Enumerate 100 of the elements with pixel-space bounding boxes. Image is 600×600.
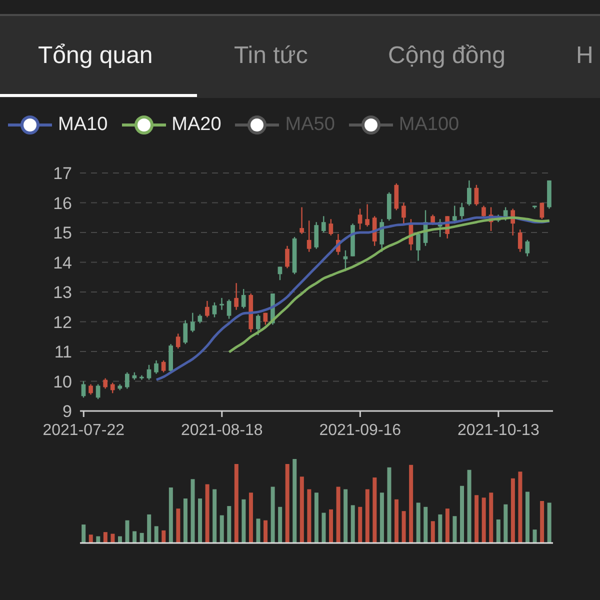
- bar: [525, 492, 530, 543]
- bar: [322, 512, 326, 543]
- candlestick: [300, 206, 304, 235]
- x-tick-label: 2021-08-18: [180, 422, 263, 439]
- candlestick: [365, 204, 370, 228]
- text: Cộng đồng: [388, 42, 506, 70]
- bar: [445, 508, 450, 543]
- candlestick: [190, 312, 195, 333]
- candlestick: [81, 380, 86, 398]
- x-tick-label: 2021-10-13: [458, 422, 540, 439]
- bar: [510, 478, 515, 543]
- bar: [198, 498, 202, 543]
- bar: [234, 464, 238, 543]
- y-tick-label: 17: [53, 164, 72, 184]
- y-tick-label: 16: [53, 194, 72, 213]
- bar: [438, 514, 442, 543]
- candlestick: [328, 218, 334, 236]
- bar: [140, 532, 144, 543]
- bar: [416, 502, 420, 543]
- x-tick-label: 2021-09-16: [319, 422, 402, 439]
- candlestick: [540, 202, 544, 220]
- candlestick: [220, 297, 224, 310]
- candlestick: [256, 314, 260, 336]
- bar: [314, 492, 318, 543]
- bar: [285, 464, 290, 543]
- candlestick: [380, 218, 384, 252]
- bar: [452, 516, 457, 543]
- y-tick-label: 13: [53, 283, 72, 302]
- legend-label: MA20: [172, 114, 222, 136]
- y-tick-label: 14: [53, 253, 72, 272]
- bar: [430, 521, 435, 543]
- candlestick: [482, 205, 486, 218]
- candlestick: [394, 182, 399, 211]
- candlestick: [321, 216, 326, 234]
- bar: [147, 514, 152, 543]
- bar: [176, 508, 180, 543]
- bar: [125, 520, 130, 543]
- bar: [380, 492, 384, 543]
- candlestick: [146, 364, 152, 380]
- bar: [329, 509, 334, 543]
- bar: [394, 499, 399, 543]
- bar: [518, 472, 522, 543]
- candlestick: [124, 372, 130, 390]
- bar: [220, 515, 224, 543]
- candlestick: [306, 220, 312, 252]
- candlestick: [103, 378, 108, 390]
- y-tick-label: 15: [53, 224, 72, 243]
- bar: [168, 488, 173, 543]
- bar: [365, 489, 370, 543]
- bar: [358, 506, 362, 543]
- bar: [110, 534, 115, 543]
- candlestick: [241, 288, 246, 309]
- candlestick: [460, 202, 464, 220]
- bar: [402, 511, 406, 543]
- bar: [82, 524, 86, 543]
- bar: [154, 526, 158, 543]
- candlestick: [518, 228, 522, 252]
- bar: [227, 506, 232, 543]
- bar: [350, 505, 355, 543]
- candlestick: [110, 382, 115, 394]
- candlestick: [212, 302, 217, 318]
- candlestick: [88, 384, 93, 396]
- bar: [132, 531, 137, 543]
- y-tick-label: 11: [54, 342, 72, 362]
- bar: [344, 489, 348, 543]
- candlestick: [96, 384, 100, 400]
- candlestick: [226, 298, 232, 320]
- candlestick: [285, 245, 290, 269]
- bar: [504, 504, 508, 543]
- bar: [264, 520, 268, 543]
- y-tick-label: 12: [53, 312, 72, 332]
- bar: [292, 459, 297, 543]
- text: Tin tức: [234, 42, 308, 70]
- candlestick: [154, 360, 158, 374]
- text: H: [576, 42, 594, 70]
- bar: [547, 502, 552, 543]
- x-tick-label: 2021-07-22: [42, 422, 125, 439]
- bar: [482, 498, 486, 543]
- candlestick: [358, 208, 362, 230]
- bar: [372, 477, 377, 543]
- bar: [103, 532, 108, 543]
- bar: [409, 464, 414, 543]
- candlestick: [416, 232, 420, 262]
- candlestick: [314, 221, 319, 250]
- bar: [242, 499, 246, 543]
- candlestick: [467, 180, 472, 206]
- bar: [307, 489, 312, 543]
- bar: [496, 519, 500, 543]
- candlestick: [278, 266, 282, 281]
- bar: [387, 467, 392, 543]
- bar: [532, 530, 537, 543]
- legend-label: MA10: [58, 114, 108, 136]
- bar: [270, 486, 275, 543]
- bar: [248, 492, 253, 543]
- bar: [489, 492, 494, 543]
- bar: [190, 479, 195, 543]
- bar: [88, 534, 93, 543]
- candlestick: [176, 333, 180, 350]
- bar: [460, 486, 464, 543]
- y-tick-label: 10: [53, 372, 72, 392]
